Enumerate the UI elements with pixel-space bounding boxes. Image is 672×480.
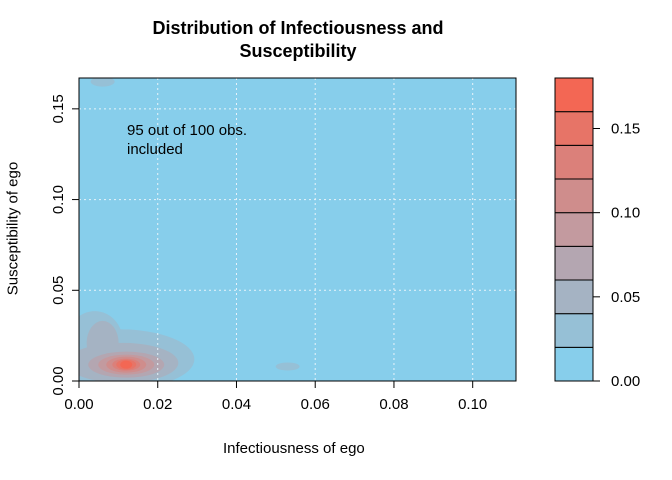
density-level-9 xyxy=(120,360,133,369)
y-tick-label-0: 0.00 xyxy=(50,366,67,395)
x-tick-label-5: 0.10 xyxy=(458,396,487,413)
y-tick-label-3: 0.15 xyxy=(50,94,67,123)
colorbar-tick-label-3: 0.15 xyxy=(611,121,640,138)
included-note-line-2: included xyxy=(127,141,183,158)
colorbar-band-2 xyxy=(554,279,594,315)
x-tick-label-0: 0.00 xyxy=(64,396,93,413)
colorbar-band-3 xyxy=(554,245,594,281)
x-axis-label: Infectiousness of ego xyxy=(223,440,365,457)
y-tick-label-1: 0.05 xyxy=(50,276,67,305)
x-tick-label-3: 0.06 xyxy=(301,396,330,413)
colorbar-tick-label-2: 0.10 xyxy=(611,205,640,222)
colorbar-band-0 xyxy=(554,346,594,382)
colorbar-band-7 xyxy=(554,111,594,146)
colorbar-border xyxy=(554,77,594,382)
x-tick-label-1: 0.02 xyxy=(143,396,172,413)
density-bump-top xyxy=(90,78,115,87)
colorbar-tick-label-0: 0.00 xyxy=(611,373,640,390)
colorbar-tick-label-1: 0.05 xyxy=(611,289,640,306)
colorbar-band-5 xyxy=(554,178,594,214)
colorbar-band-1 xyxy=(554,313,594,348)
colorbar-band-4 xyxy=(554,212,594,247)
x-tick-label-2: 0.04 xyxy=(222,396,251,413)
included-note-line-1: 95 out of 100 obs. xyxy=(127,122,248,139)
density-bump-right xyxy=(275,362,300,371)
colorbar-band-6 xyxy=(554,144,594,180)
y-tick-label-2: 0.10 xyxy=(50,185,67,214)
chart-title-line-1: Distribution of Infectiousness and xyxy=(152,18,444,38)
y-axis-label: Susceptibility of ego xyxy=(4,161,22,296)
plot-background xyxy=(79,78,516,381)
colorbar-band-8 xyxy=(554,77,594,113)
chart-title-line-2: Susceptibility xyxy=(239,41,357,61)
x-tick-label-4: 0.08 xyxy=(379,396,408,413)
density-contours xyxy=(79,78,300,381)
